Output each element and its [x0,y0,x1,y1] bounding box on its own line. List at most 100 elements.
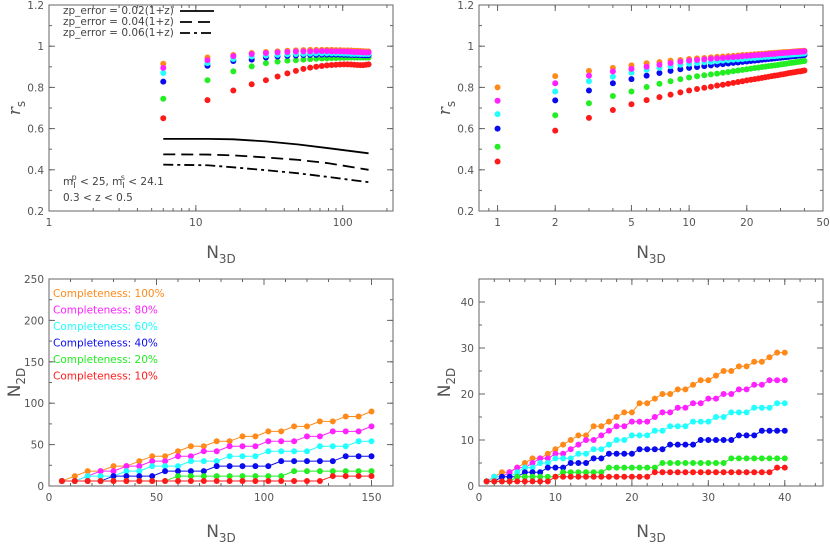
data-point [690,418,697,425]
x-tick-label: 10 [189,217,202,229]
data-point [292,57,299,64]
data-point [544,478,551,485]
data-point [659,446,666,453]
data-point [644,400,651,407]
data-point [162,453,169,460]
data-point [628,76,635,83]
data-point [123,473,130,480]
data-point [278,438,285,445]
data-point [621,464,628,471]
data-point [766,354,773,361]
data-point [200,448,207,455]
data-point [766,455,773,462]
data-point [160,64,167,71]
data-point [265,438,272,445]
x-tick-label: 50 [150,492,163,504]
y-tick-label: 30 [461,343,474,355]
data-point [705,437,712,443]
data-point [239,453,246,460]
data-point [774,377,781,384]
data-point [300,56,307,63]
data-point [316,443,323,450]
data-point [694,86,701,93]
annotation-part: I [73,181,75,190]
data-point [735,432,742,439]
data-point [590,446,597,453]
data-point [758,455,765,462]
series-line [486,430,785,482]
data-point [567,455,574,462]
data-point [160,115,167,122]
data-point [636,473,643,480]
panel-2: 1 2 5 10 20 50 0.2 0.4 0.6 0.8 1 1.2 N3D rs [435,0,830,266]
data-point [544,460,551,466]
y-tick-label: 10 [461,435,474,447]
data-point [175,478,181,485]
data-point [621,423,628,430]
data-point [651,395,658,402]
data-point [656,61,663,68]
y-axis-title-main: N [435,385,455,398]
data-point [677,76,684,83]
data-point [667,67,674,74]
data-point [682,423,689,430]
data-point [552,97,559,104]
data-point [291,423,298,430]
series-6 [494,48,808,104]
x-axis-title-main: N [206,243,219,263]
data-point [204,57,211,64]
data-point [328,48,335,55]
data-point [226,463,233,470]
data-point [567,446,574,453]
data-point [575,450,582,457]
data-point [743,432,750,439]
annotation-part: 0.3 < z < 0.5 [63,192,133,204]
data-point [252,453,259,460]
data-point [162,468,169,475]
data-point [801,48,808,55]
data-point [690,400,697,407]
data-point [307,64,314,71]
data-point [667,91,674,98]
x-axis-title-main: N [206,522,219,542]
data-point [682,404,689,411]
data-point [514,469,521,476]
data-point [265,428,272,435]
data-point [304,458,310,465]
data-point [651,469,658,476]
data-point [329,458,336,465]
x-tick-label: 20 [740,217,753,229]
data-point [567,473,574,480]
data-point [583,469,590,476]
data-point [355,428,362,435]
data-point [274,49,281,56]
data-point [521,473,528,480]
legend-entry: Completeness: 20% [53,354,158,366]
data-point [643,72,650,79]
data-point [252,473,259,480]
data-point [781,427,788,434]
data-point [605,427,612,434]
y-tick-label: 20 [461,389,474,401]
data-point [728,368,735,374]
data-point [643,83,650,90]
data-point [628,464,635,471]
data-point [667,391,674,397]
data-point [758,381,765,388]
x-tick-label: 1 [46,217,53,229]
data-point [316,433,323,440]
data-point [239,433,246,440]
data-point [667,441,674,448]
data-point [226,438,233,445]
data-point [686,74,693,81]
data-point [149,478,156,485]
data-point [318,62,325,69]
data-point [136,473,143,480]
data-point [248,63,255,70]
data-point [316,468,323,475]
x-tick-label: 30 [702,492,715,504]
data-point [239,443,246,450]
data-point [278,473,285,480]
reference-line-dash-dot [163,163,369,184]
data-point [656,80,663,87]
